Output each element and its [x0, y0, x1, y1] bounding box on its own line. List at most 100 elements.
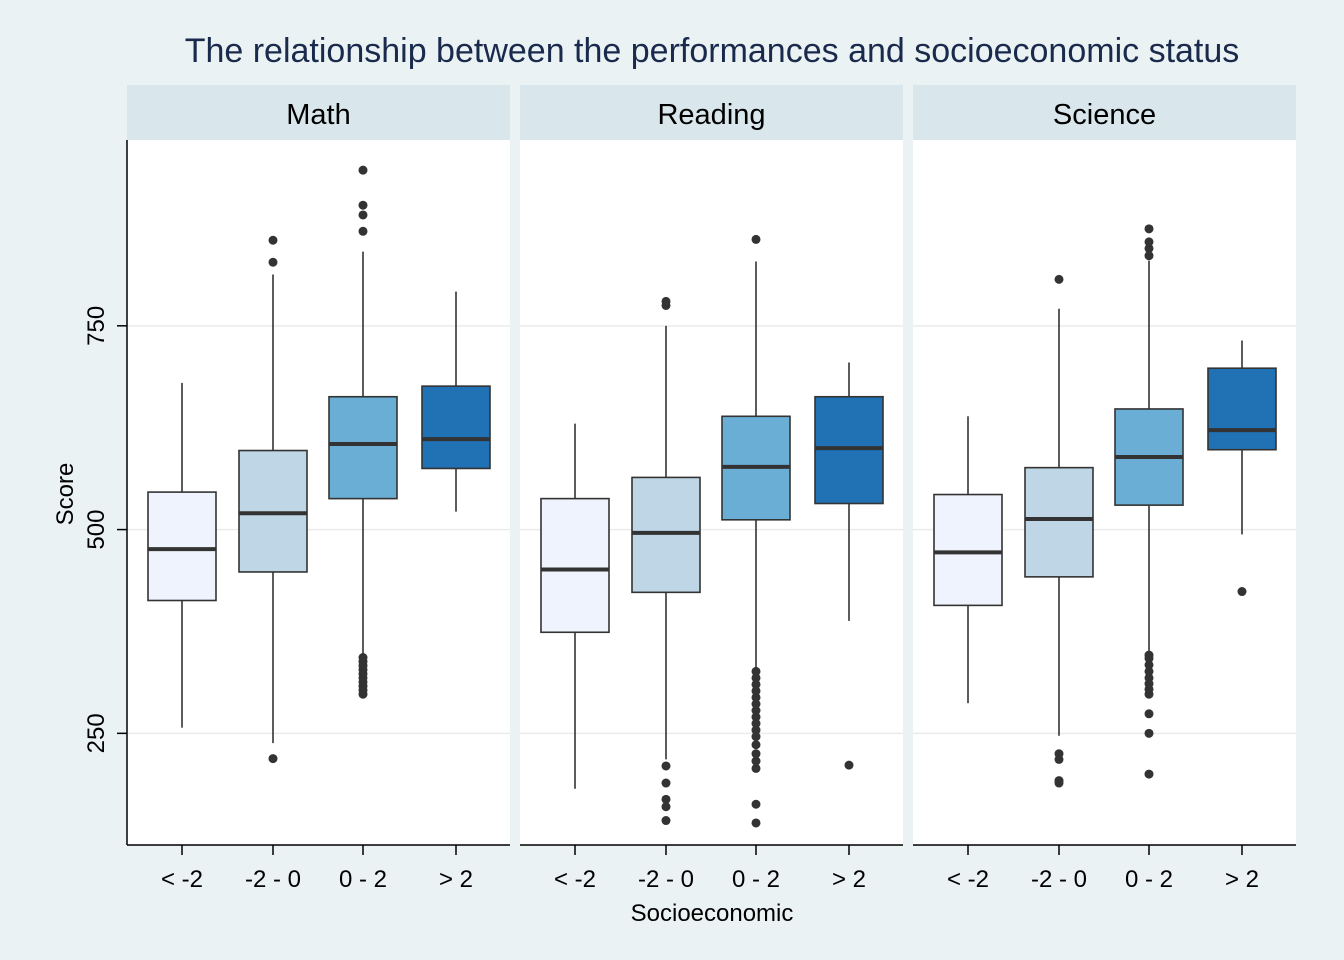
strip-label-math: Math — [286, 99, 350, 131]
outlier-point — [751, 749, 761, 759]
outlier-point — [1054, 274, 1064, 284]
box-math-0-2-2 — [328, 165, 398, 699]
box-science-2-0-1 — [1024, 274, 1094, 788]
box-iqr — [238, 449, 308, 573]
box-math-2-0-1 — [238, 235, 308, 764]
outlier-point — [358, 200, 368, 210]
outlier-point — [268, 235, 278, 245]
x-tick-label-reading-2-0: < -2 — [554, 866, 596, 893]
outlier-point — [751, 706, 761, 716]
outlier-point — [751, 673, 761, 683]
outlier-point — [751, 756, 761, 766]
box-iqr — [814, 395, 884, 505]
box-reading-2-0-1 — [631, 296, 701, 826]
box-iqr — [328, 395, 398, 500]
y-axis-title: Score — [52, 463, 79, 526]
outlier-point — [751, 686, 761, 696]
box-iqr — [933, 493, 1003, 607]
outlier-point — [1054, 776, 1064, 786]
x-tick-label-math-0-2-2: 0 - 2 — [339, 866, 387, 893]
outlier-point — [1054, 749, 1064, 759]
box-science-2-3 — [1207, 340, 1277, 597]
y-tick-label-500: 500 — [83, 510, 110, 550]
box-science-2-0 — [933, 416, 1003, 704]
outlier-point — [358, 653, 368, 663]
strip-reading — [520, 85, 903, 140]
outlier-point — [268, 257, 278, 267]
outlier-point — [751, 712, 761, 722]
x-tick-label-science-2-3: > 2 — [1225, 866, 1259, 893]
x-tick-label-science-0-2-2: 0 - 2 — [1125, 866, 1173, 893]
outlier-point — [751, 719, 761, 729]
outlier-point — [751, 679, 761, 689]
outlier-point — [751, 818, 761, 828]
outlier-point — [1144, 709, 1154, 719]
box-iqr — [421, 385, 491, 470]
outlier-point — [661, 296, 671, 306]
outlier-point — [1144, 243, 1154, 253]
outlier-point — [358, 226, 368, 236]
box-iqr — [631, 476, 701, 594]
outlier-point — [1144, 660, 1154, 670]
facet-math: Math < -2 -2 - 0 0 - 2 > 2 — [127, 85, 510, 893]
x-axis-title: Socioeconomic — [631, 900, 794, 927]
outlier-point — [358, 210, 368, 220]
x-tick-label-math-2-0: < -2 — [161, 866, 203, 893]
outlier-point — [1144, 650, 1154, 660]
y-tick-label-750: 750 — [83, 306, 110, 346]
box-iqr — [147, 491, 217, 602]
outlier-point — [751, 699, 761, 709]
box-math-2-3 — [421, 291, 491, 512]
strip-label-reading: Reading — [657, 99, 765, 131]
outlier-point — [661, 794, 671, 804]
x-tick-label-math-2-0-1: -2 - 0 — [245, 866, 301, 893]
box-iqr — [540, 497, 610, 634]
box-science-0-2-2 — [1114, 224, 1184, 779]
outlier-point — [751, 763, 761, 773]
box-iqr — [1207, 367, 1277, 451]
x-tick-label-science-2-0-1: -2 - 0 — [1031, 866, 1087, 893]
outlier-point — [661, 816, 671, 826]
outlier-point — [1144, 224, 1154, 234]
x-tick-label-math-2-3: > 2 — [439, 866, 473, 893]
outlier-point — [1144, 769, 1154, 779]
outlier-point — [1144, 728, 1154, 738]
x-tick-label-science-2-0: < -2 — [947, 866, 989, 893]
box-iqr — [1024, 466, 1094, 578]
panel-bg-science — [913, 140, 1296, 845]
outlier-point — [751, 666, 761, 676]
y-axis: 250 500 750 — [83, 140, 128, 845]
outlier-point — [661, 761, 671, 771]
outlier-point — [751, 740, 761, 750]
outlier-point — [751, 799, 761, 809]
outlier-point — [844, 760, 854, 770]
outlier-point — [751, 234, 761, 244]
outlier-point — [661, 802, 671, 812]
outlier-point — [268, 754, 278, 764]
x-tick-label-reading-0-2-2: 0 - 2 — [732, 866, 780, 893]
box-reading-2-0 — [540, 423, 610, 789]
outlier-point — [1237, 587, 1247, 597]
facet-reading: Reading < -2 -2 - 0 0 - 2 > 2 — [520, 85, 903, 893]
outlier-point — [751, 692, 761, 702]
outlier-point — [751, 732, 761, 742]
outlier-point — [1144, 666, 1154, 676]
outlier-point — [661, 778, 671, 788]
strip-label-science: Science — [1053, 99, 1156, 131]
box-reading-0-2-2 — [721, 234, 791, 828]
x-tick-label-reading-2-3: > 2 — [832, 866, 866, 893]
outlier-point — [358, 165, 368, 175]
outlier-point — [751, 725, 761, 735]
strip-science — [913, 85, 1296, 140]
y-tick-label-250: 250 — [83, 713, 110, 753]
outlier-point — [1144, 673, 1154, 683]
outlier-point — [1144, 237, 1154, 247]
strip-math — [127, 85, 510, 140]
box-math-2-0 — [147, 382, 217, 728]
x-tick-label-reading-2-0-1: -2 - 0 — [638, 866, 694, 893]
box-reading-2-3 — [814, 362, 884, 770]
facet-panels: Math < -2 -2 - 0 0 - 2 > 2 Reading < -2 -2 - 0 0… — [127, 85, 1296, 893]
outlier-point — [1144, 251, 1154, 261]
chart-title: The relationship between the performance… — [185, 32, 1240, 70]
